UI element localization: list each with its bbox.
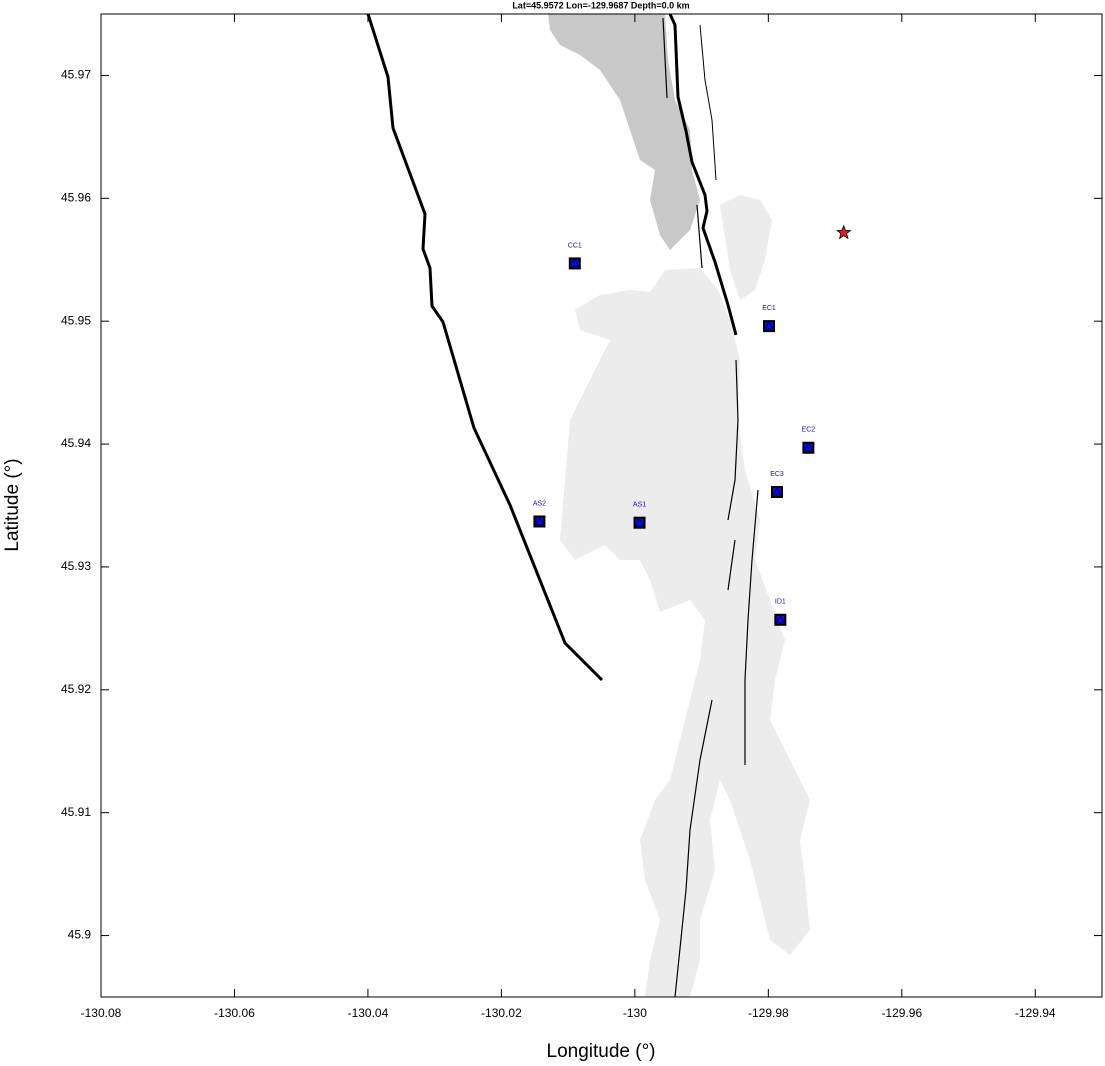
y-tick-label: 45.96 [61, 190, 91, 204]
faults [366, 14, 759, 997]
plot-frame [100, 13, 1103, 998]
x-tick-label: -130.04 [348, 1006, 389, 1020]
x-tick-label: -130.06 [214, 1006, 255, 1020]
station-label: CC1 [568, 242, 582, 249]
light-area [560, 268, 810, 997]
y-tick-label: 45.91 [61, 805, 91, 819]
fault-line [366, 14, 604, 682]
y-tick-label: 45.94 [61, 436, 91, 450]
x-tick-label: -130.08 [81, 1006, 122, 1020]
fault-trace [662, 17, 668, 99]
bathymetry [548, 14, 810, 997]
y-axis-label: Latitude (°) [2, 458, 23, 551]
station-label: EC3 [770, 471, 784, 478]
x-tick-label: -129.96 [881, 1006, 922, 1020]
station-triangle [775, 614, 786, 624]
y-tick-label: 45.95 [61, 313, 91, 327]
station-label: AS2 [533, 500, 546, 507]
station-triangle [534, 516, 545, 525]
station-label: EC1 [762, 305, 776, 312]
station-label: AS1 [633, 502, 646, 509]
station-triangle [803, 442, 814, 452]
station-triangle [569, 258, 580, 267]
fault-trace [727, 539, 736, 591]
light-area [720, 195, 772, 300]
station-label: EC2 [802, 427, 816, 434]
fault-trace [744, 489, 759, 765]
y-tick-label: 45.93 [61, 559, 91, 573]
y-tick-label: 45.97 [61, 68, 91, 82]
fault-trace [674, 699, 713, 997]
y-tick-label: 45.9 [68, 928, 92, 942]
fault-trace [699, 24, 717, 181]
station-triangle [634, 517, 645, 527]
x-tick-label: -129.94 [1015, 1006, 1056, 1020]
dark-area [548, 14, 700, 250]
y-tick-label: 45.92 [61, 682, 91, 696]
fault-trace [727, 359, 739, 521]
x-tick-label: -130.02 [481, 1006, 522, 1020]
station-label: ID1 [775, 599, 786, 606]
fault-line [668, 14, 738, 336]
x-tick-label: -130 [623, 1006, 647, 1020]
station-triangle [764, 321, 774, 330]
x-axis-label: Longitude (°) [547, 1041, 656, 1062]
x-tick-label: -129.98 [748, 1006, 789, 1020]
event-star [836, 224, 852, 240]
fault-trace [696, 204, 703, 269]
station-triangle [772, 486, 782, 496]
chart-title: Lat=45.9572 Lon=-129.9687 Depth=0.0 km [512, 0, 689, 10]
